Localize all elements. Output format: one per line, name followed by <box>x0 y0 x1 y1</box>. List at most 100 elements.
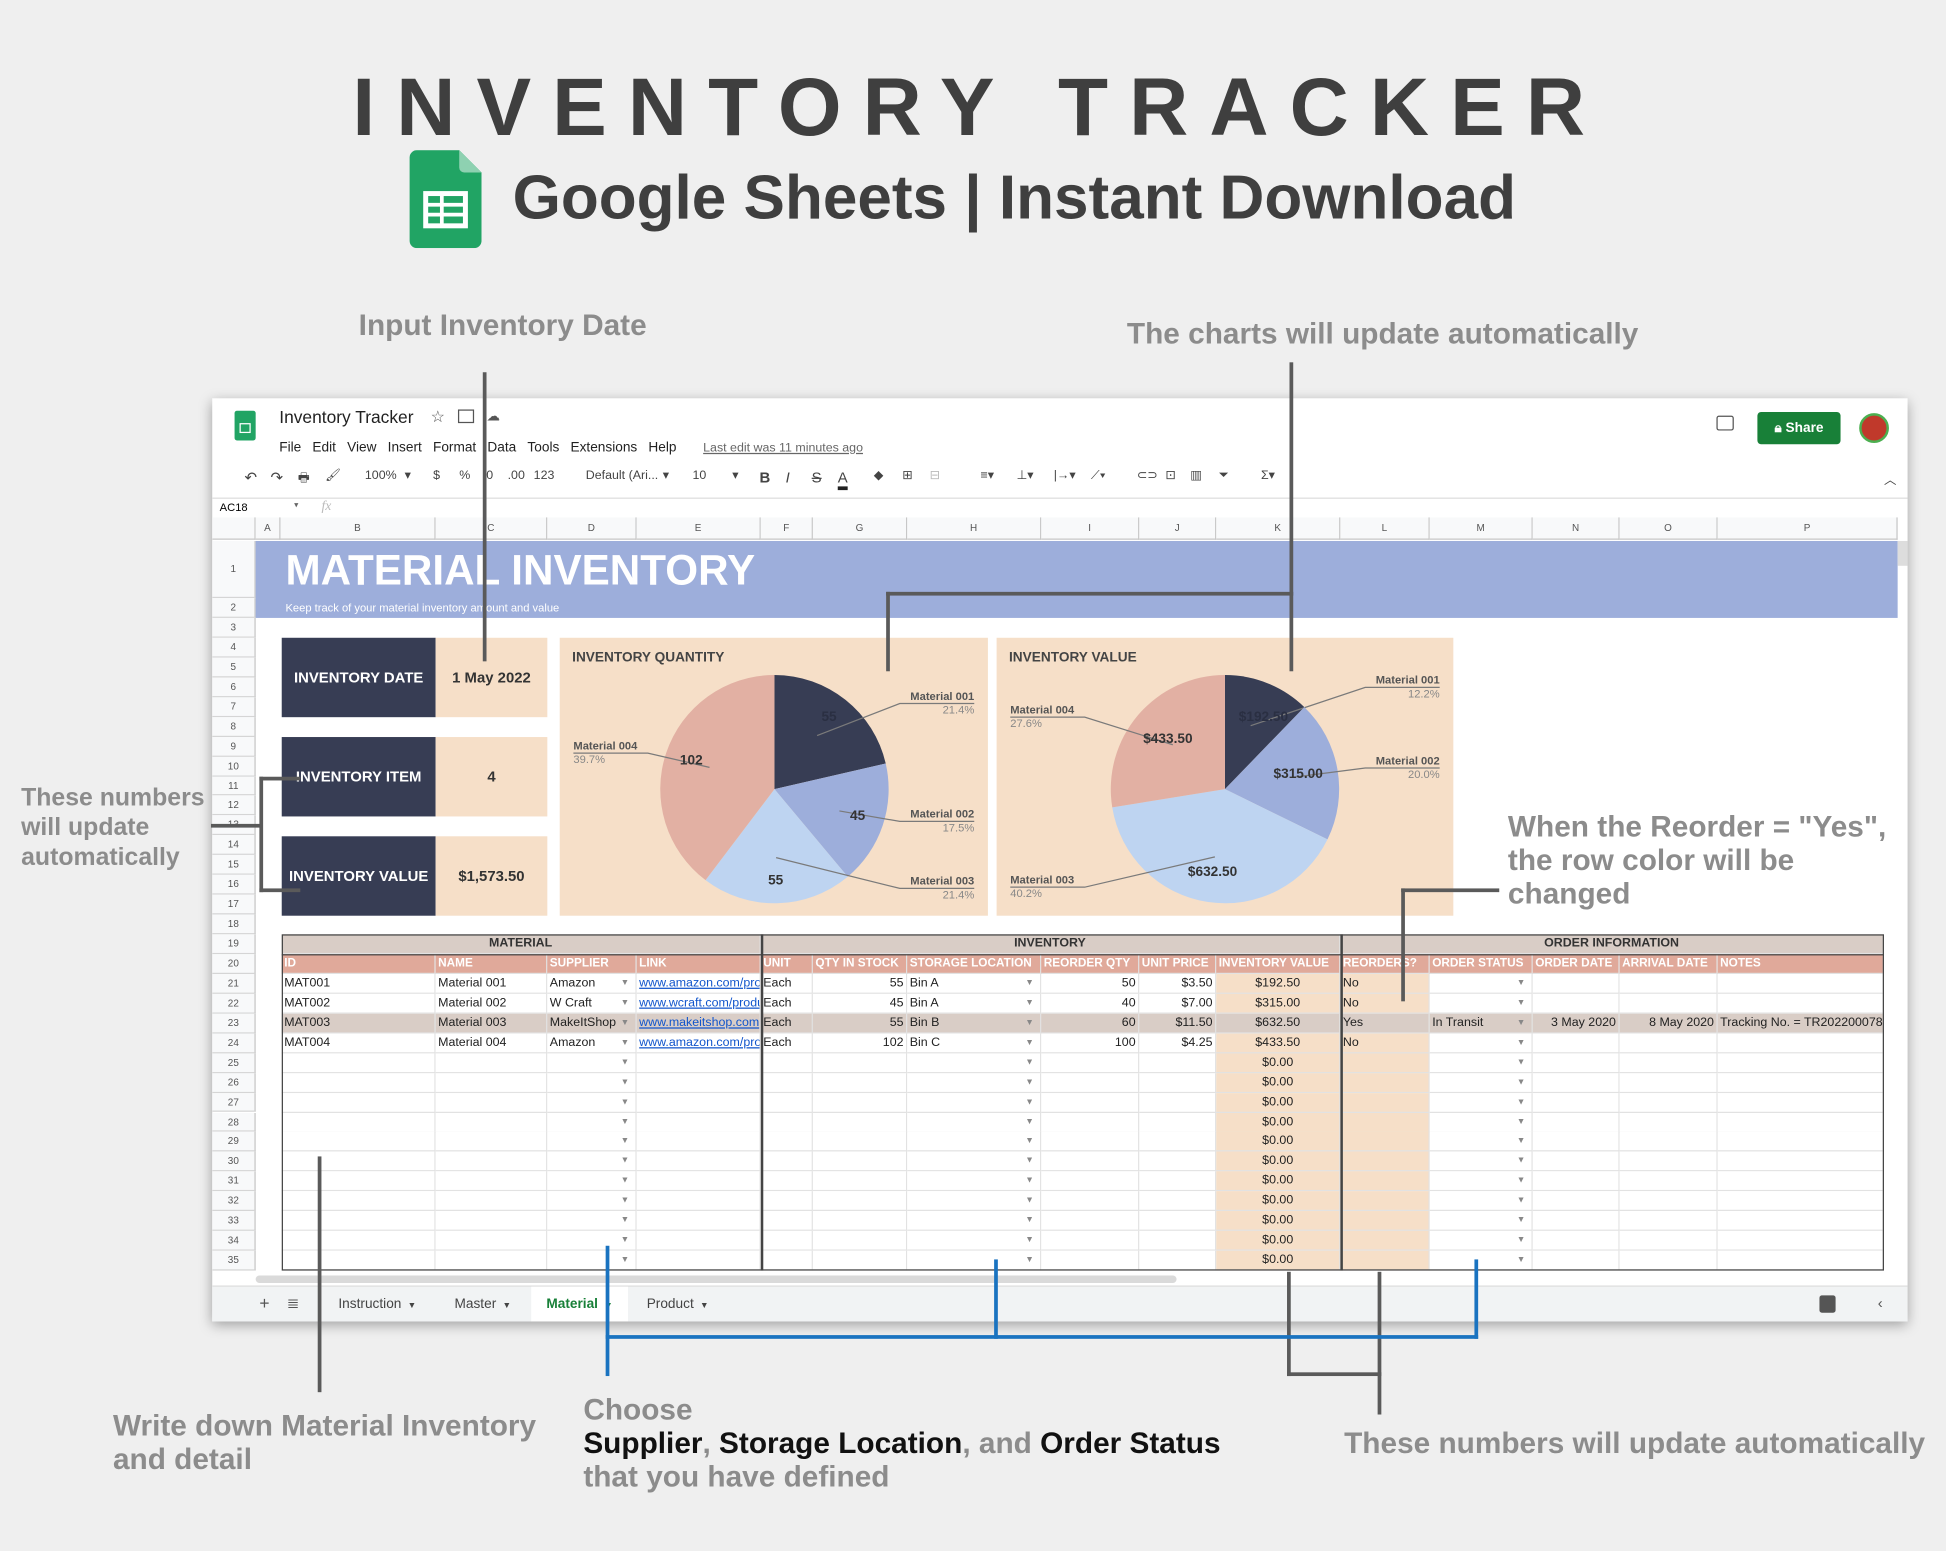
row-header[interactable]: 30 <box>212 1151 256 1172</box>
chevron-down-icon[interactable]: ▼ <box>699 1301 709 1311</box>
cell-storage-location[interactable]: ▼ <box>907 1072 1042 1093</box>
chevron-down-icon[interactable]: ▼ <box>620 1117 630 1127</box>
cell-name[interactable]: Material 001 <box>435 973 548 994</box>
cell-order-date[interactable] <box>1532 1112 1620 1133</box>
cell-order-status[interactable]: ▼ <box>1429 1072 1533 1093</box>
cell-order-date[interactable] <box>1532 1171 1620 1192</box>
all-sheets-icon[interactable]: ≣ <box>286 1294 300 1312</box>
pie-slice-material-001[interactable] <box>1224 674 1305 790</box>
row-header[interactable]: 3 <box>212 617 256 638</box>
cell-notes[interactable] <box>1717 1211 1884 1232</box>
cell-inventory-value[interactable]: $0.00 <box>1216 1112 1341 1133</box>
cell-id[interactable]: MAT004 <box>281 1033 436 1054</box>
cell-order-status[interactable]: In Transit ▼ <box>1429 1013 1533 1034</box>
cell-qty-in-stock[interactable] <box>812 1053 908 1073</box>
cell-inventory-value[interactable]: $0.00 <box>1216 1250 1341 1271</box>
chevron-down-icon[interactable]: ▼ <box>1516 1057 1526 1067</box>
cell-link[interactable] <box>636 1191 761 1212</box>
cell-order-date[interactable] <box>1532 1072 1620 1093</box>
cell-reorders[interactable]: No <box>1340 973 1430 994</box>
chevron-down-icon[interactable]: ▼ <box>1025 1038 1034 1047</box>
cell-arrival-date[interactable] <box>1619 1151 1718 1172</box>
cell-order-date[interactable] <box>1532 1231 1620 1251</box>
cell-id[interactable] <box>281 1191 436 1212</box>
cell-unit[interactable] <box>760 1171 813 1192</box>
cell-link[interactable]: www.makeitshop.com <box>636 1013 761 1034</box>
cell-unit[interactable]: Each <box>760 1013 813 1034</box>
cell-reorders[interactable] <box>1340 1171 1430 1192</box>
cell-id[interactable]: MAT003 <box>281 1013 436 1034</box>
cell-link[interactable] <box>636 1171 761 1192</box>
cell-unit-price[interactable]: $11.50 <box>1139 1013 1217 1034</box>
column-header[interactable]: C <box>435 517 548 540</box>
cell-qty-in-stock[interactable]: 45 <box>812 993 908 1014</box>
pie-slice-material-002[interactable] <box>1224 707 1340 840</box>
cell-arrival-date[interactable] <box>1619 1211 1718 1232</box>
pie-slice-material-001[interactable] <box>774 674 886 790</box>
chevron-down-icon[interactable]: ▼ <box>1025 1255 1034 1265</box>
cell-order-date[interactable] <box>1532 1132 1620 1153</box>
cell-supplier[interactable]: ▼ <box>547 1171 637 1192</box>
cell-qty-in-stock[interactable] <box>812 1250 908 1271</box>
cell-supplier[interactable]: ▼ <box>547 1231 637 1251</box>
cell-name[interactable] <box>435 1250 548 1271</box>
cell-notes[interactable] <box>1717 1053 1884 1073</box>
cell-link[interactable] <box>636 1112 761 1133</box>
cell-inventory-value[interactable]: $0.00 <box>1216 1053 1341 1073</box>
chevron-down-icon[interactable]: ▼ <box>1025 1156 1034 1166</box>
cell-supplier[interactable]: MakeItShop ▼ <box>547 1013 637 1034</box>
cell-qty-in-stock[interactable] <box>812 1072 908 1093</box>
chevron-down-icon[interactable]: ▼ <box>1516 1176 1526 1186</box>
cell-order-date[interactable] <box>1532 993 1620 1014</box>
cell-qty-in-stock[interactable] <box>812 1112 908 1133</box>
chevron-down-icon[interactable]: ▼ <box>1516 1156 1526 1166</box>
cell-storage-location[interactable]: ▼ <box>907 1132 1042 1153</box>
cell-order-status[interactable]: ▼ <box>1429 1033 1533 1054</box>
cell-reorder-qty[interactable] <box>1041 1053 1140 1073</box>
cell-unit[interactable] <box>760 1132 813 1153</box>
cell-id[interactable] <box>281 1132 436 1153</box>
cell-name[interactable] <box>435 1072 548 1093</box>
cell-reorder-qty[interactable] <box>1041 1171 1140 1192</box>
chevron-down-icon[interactable]: ▼ <box>1025 1235 1034 1245</box>
cell-order-date[interactable] <box>1532 1211 1620 1232</box>
bold-button[interactable]: B <box>759 469 771 487</box>
cell-inventory-value[interactable]: $0.00 <box>1216 1132 1341 1153</box>
select-all-corner[interactable] <box>212 517 256 540</box>
row-header[interactable]: 26 <box>212 1072 256 1093</box>
cell-inventory-value[interactable]: $0.00 <box>1216 1211 1341 1232</box>
cell-name[interactable] <box>435 1171 548 1192</box>
cell-supplier[interactable]: ▼ <box>547 1250 637 1271</box>
cell-reorder-qty[interactable] <box>1041 1072 1140 1093</box>
chevron-down-icon[interactable]: ▼ <box>502 1301 512 1311</box>
row-header[interactable]: 32 <box>212 1191 256 1212</box>
column-header[interactable]: A <box>255 517 281 540</box>
cell-id[interactable] <box>281 1072 436 1093</box>
cell-inventory-value[interactable]: $0.00 <box>1216 1171 1341 1192</box>
cell-supplier[interactable]: ▼ <box>547 1072 637 1093</box>
chevron-down-icon[interactable]: ▼ <box>620 1216 630 1225</box>
chevron-down-icon[interactable]: ▼ <box>620 978 630 988</box>
chevron-down-icon[interactable]: ▼ <box>1025 1097 1034 1107</box>
cell-order-date[interactable] <box>1532 973 1620 994</box>
cell-link[interactable] <box>636 1132 761 1153</box>
cell-unit-price[interactable] <box>1139 1092 1217 1113</box>
cell-unit-price[interactable] <box>1139 1191 1217 1212</box>
chevron-down-icon[interactable]: ▼ <box>1025 1196 1034 1206</box>
cell-unit-price[interactable] <box>1139 1151 1217 1172</box>
menu-data[interactable]: Data <box>487 440 517 456</box>
cell-supplier[interactable]: ▼ <box>547 1092 637 1113</box>
chevron-down-icon[interactable]: ▼ <box>1516 978 1526 988</box>
cell-arrival-date[interactable] <box>1619 1132 1718 1153</box>
cell-notes[interactable] <box>1717 1072 1884 1093</box>
row-header[interactable]: 21 <box>212 973 256 994</box>
row-header[interactable]: 5 <box>212 657 256 678</box>
cell-unit[interactable]: Each <box>760 973 813 994</box>
cell-storage-location[interactable]: ▼ <box>907 1191 1042 1212</box>
strikethrough-button[interactable]: S <box>811 469 822 487</box>
cell-storage-location[interactable]: ▼ <box>907 1151 1042 1172</box>
row-header[interactable]: 10 <box>212 756 256 777</box>
row-header[interactable]: 23 <box>212 1013 256 1034</box>
redo-icon[interactable]: ↷ <box>270 469 284 487</box>
chevron-down-icon[interactable]: ▼ <box>620 1255 630 1265</box>
